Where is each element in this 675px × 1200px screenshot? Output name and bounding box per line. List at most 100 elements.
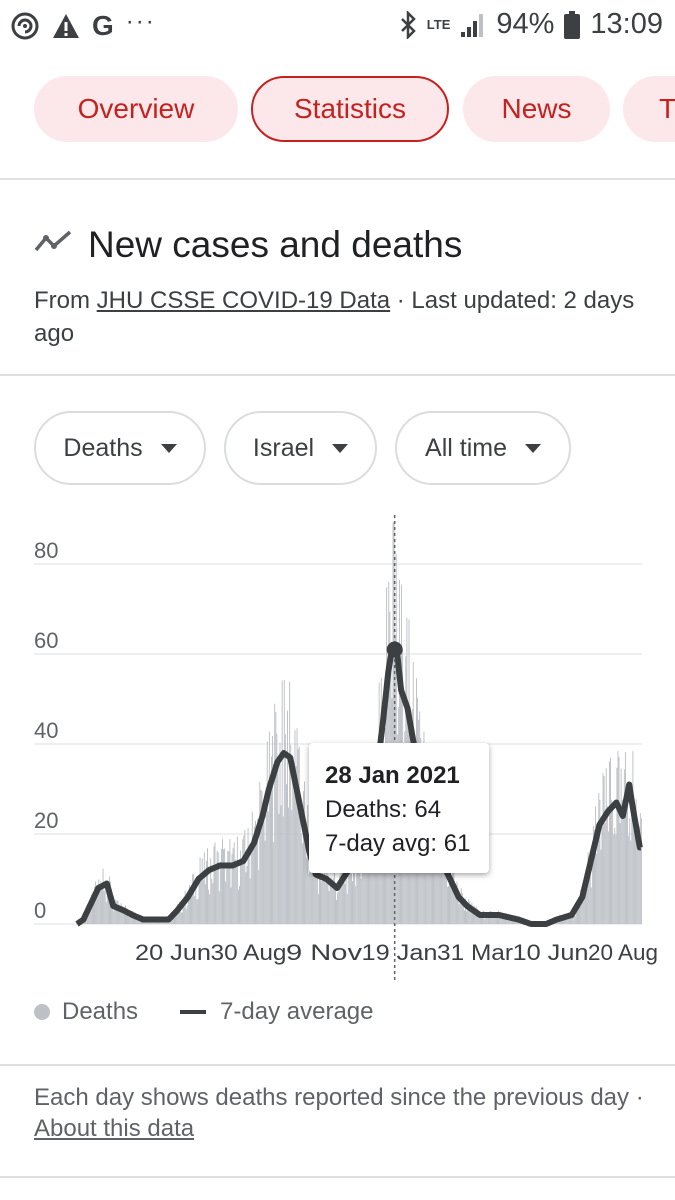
deaths-bar xyxy=(610,757,611,924)
deaths-bar xyxy=(121,910,123,924)
divider xyxy=(0,1064,675,1066)
deaths-bar xyxy=(595,806,597,924)
deaths-bar xyxy=(327,875,329,924)
deaths-bar xyxy=(95,881,97,924)
deaths-bar xyxy=(230,887,232,924)
deaths-bar xyxy=(182,903,184,924)
deaths-bar xyxy=(228,851,230,924)
deaths-bar xyxy=(362,829,364,924)
deaths-bar xyxy=(99,885,101,924)
deaths-bar xyxy=(466,911,468,924)
deaths-bar xyxy=(145,921,147,924)
dropdown-arrow-icon xyxy=(524,443,541,453)
deaths-bar xyxy=(231,853,233,924)
y-tick-label: 60 xyxy=(34,628,58,653)
deaths-bar xyxy=(493,917,495,924)
deaths-bar xyxy=(234,859,236,924)
deaths-bar xyxy=(357,822,359,924)
deaths-bar xyxy=(575,908,577,924)
deaths-bar xyxy=(628,836,630,924)
deaths-bar xyxy=(210,858,212,924)
deaths-bar xyxy=(450,871,452,924)
deaths-bar xyxy=(455,892,457,924)
deaths-bar xyxy=(301,843,303,924)
deaths-bar xyxy=(115,899,117,924)
deaths-bar xyxy=(164,921,166,924)
tab-news[interactable]: News xyxy=(463,76,610,142)
deaths-bar xyxy=(608,761,610,924)
metric-dropdown[interactable]: Deaths xyxy=(34,411,206,485)
deaths-bar xyxy=(607,831,609,924)
time-range-dropdown[interactable]: All time xyxy=(395,411,571,485)
deaths-bar xyxy=(208,889,210,924)
deaths-bar xyxy=(128,916,130,924)
deaths-bar xyxy=(242,839,244,924)
deaths-bar xyxy=(313,877,315,924)
deaths-bar xyxy=(112,903,114,924)
about-this-data-link[interactable]: About this data xyxy=(34,1115,195,1142)
deaths-bar xyxy=(606,806,608,924)
deaths-bar xyxy=(249,878,251,924)
deaths-bar xyxy=(252,848,254,924)
deaths-bar xyxy=(585,877,587,924)
deaths-bar xyxy=(338,891,340,924)
deaths-bar xyxy=(246,865,248,924)
lte-indicator: LTE xyxy=(426,16,451,32)
deaths-bar xyxy=(114,905,116,924)
deaths-bar xyxy=(204,884,206,924)
deaths-bar xyxy=(321,881,323,924)
deaths-bar xyxy=(229,839,231,924)
more-notifications-icon: ··· xyxy=(125,8,156,35)
sync-icon xyxy=(10,11,40,41)
deaths-bar xyxy=(598,793,600,924)
x-tick-label: 19 Jan xyxy=(362,940,438,965)
deaths-bar xyxy=(477,914,479,924)
deaths-bar xyxy=(355,886,357,924)
deaths-bar xyxy=(217,852,219,924)
deaths-bar xyxy=(92,900,94,924)
deaths-bar xyxy=(570,914,572,924)
deaths-bar xyxy=(621,799,623,924)
clock: 13:09 xyxy=(590,8,663,40)
deaths-bar xyxy=(576,903,578,924)
deaths-bar xyxy=(256,835,258,924)
deaths-bar xyxy=(309,828,311,924)
deaths-bar xyxy=(300,833,302,924)
time-range-dropdown-label: All time xyxy=(425,433,507,462)
source-link[interactable]: JHU CSSE COVID-19 Data xyxy=(96,287,391,314)
deaths-bar xyxy=(364,838,366,924)
deaths-bar xyxy=(307,804,309,924)
deaths-bar xyxy=(630,840,632,924)
deaths-bar xyxy=(620,768,622,924)
deaths-bar xyxy=(275,712,277,924)
divider xyxy=(0,178,675,180)
deaths-bar xyxy=(331,887,333,924)
tab-statistics[interactable]: Statistics xyxy=(251,76,449,142)
battery-percentage: 94% xyxy=(496,8,555,40)
deaths-bar xyxy=(257,818,259,924)
deaths-bar xyxy=(360,878,362,924)
deaths-bar xyxy=(566,919,568,924)
y-axis-labels: 80 60 40 20 0 xyxy=(34,538,58,923)
deaths-bar xyxy=(579,896,581,924)
deaths-bar xyxy=(564,916,566,924)
deaths-bar xyxy=(506,916,508,924)
y-tick-label: 0 xyxy=(34,898,46,923)
deaths-bar xyxy=(195,879,197,924)
legend-deaths-label: Deaths xyxy=(62,998,139,1025)
tooltip-average: 7-day avg: 61 xyxy=(325,830,471,857)
tab-overview[interactable]: Overview xyxy=(34,76,238,142)
deaths-bar xyxy=(615,834,617,924)
deaths-bar xyxy=(322,862,324,924)
deaths-bar xyxy=(325,882,327,924)
deaths-bar xyxy=(279,742,281,924)
deaths-bar xyxy=(616,767,618,924)
region-dropdown[interactable]: Israel xyxy=(224,411,377,485)
deaths-bar xyxy=(440,843,442,924)
deaths-bar xyxy=(262,816,264,924)
deaths-bar xyxy=(188,885,190,924)
page-title: New cases and deaths xyxy=(88,224,463,265)
deaths-bar xyxy=(185,908,187,924)
deaths-bar xyxy=(97,895,99,924)
tab-next-partial[interactable]: T xyxy=(623,76,675,142)
